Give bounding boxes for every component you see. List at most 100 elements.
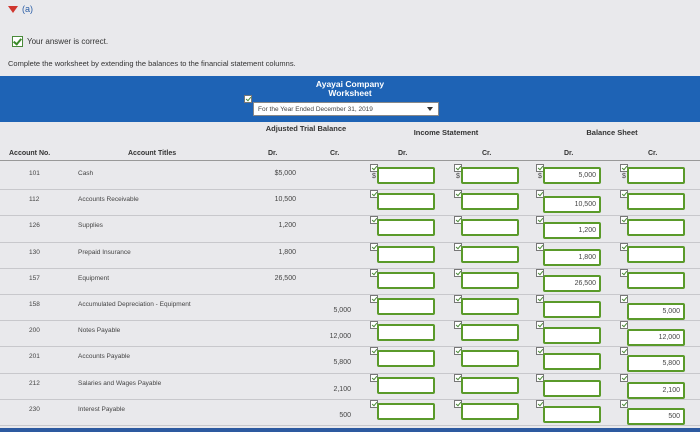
period-value: For the Year Ended December 31, 2019 [258,105,373,113]
is-cr-header: Cr. [482,150,492,157]
bs-cr-input[interactable]: 5,800 [627,355,685,373]
adjusted-trial-balance-header: Adjusted Trial Balance [265,124,347,133]
is-dr-input[interactable] [377,376,435,394]
account-title: Equipment [78,274,110,282]
atb-dr-header: Dr. [268,150,278,157]
row-divider [0,425,700,426]
dollar-sign: $ [372,173,376,180]
dollar-sign: $ [538,173,542,180]
bs-dr-input[interactable]: 10,500 [543,196,601,214]
is-cr-input[interactable] [461,245,519,263]
row-divider [0,189,700,191]
correct-check-icon [620,321,628,330]
account-no: 201 [29,353,40,361]
atb-dr-value: 1,200 [278,222,296,230]
is-dr-input[interactable] [377,271,435,289]
account-no: 126 [29,222,40,230]
is-cr-input[interactable] [461,324,519,342]
correct-check-icon [536,321,544,330]
bs-cr-input[interactable]: 500 [627,407,685,425]
status-text: Your answer is correct. [27,37,109,46]
dropdown-arrow-icon [427,107,433,111]
is-dr-input[interactable] [377,193,435,211]
balance-sheet-header: Balance Sheet [586,128,638,137]
account-title: Supplies [78,222,103,230]
is-cr-input[interactable] [461,193,519,211]
bs-cr-input[interactable]: 12,000 [627,329,685,347]
bs-dr-input[interactable] [543,379,601,397]
row-divider [0,215,700,217]
correct-check-icon [620,373,628,382]
bs-dr-input[interactable]: 1,200 [543,222,601,240]
correct-check-icon [620,347,628,356]
atb-cr-value: 5,800 [333,359,351,367]
account-no: 112 [29,196,40,204]
is-dr-input[interactable] [377,219,435,237]
correct-check-icon [536,373,544,382]
is-dr-input[interactable] [377,167,435,184]
is-cr-input[interactable] [461,298,519,315]
is-cr-input[interactable] [461,350,519,368]
worksheet-heading: Ayayai Company Worksheet [0,80,700,98]
atb-cr-header: Cr. [330,150,340,157]
account-no-header: Account No. [9,150,51,157]
is-cr-input[interactable] [461,271,519,289]
account-title: Accounts Receivable [78,196,139,204]
account-no: 212 [29,379,40,387]
account-no: 157 [29,274,40,282]
account-title: Cash [78,170,94,177]
bs-dr-input[interactable]: 1,800 [543,248,601,266]
bs-cr-input[interactable]: 5,000 [627,303,685,320]
row-divider [0,372,700,374]
company-name: Ayayai Company [315,79,385,89]
bs-cr-input[interactable] [627,167,685,184]
correct-check-icon [536,190,544,199]
correct-check-icon [620,399,628,408]
bs-cr-input[interactable] [627,245,685,263]
account-title: Notes Payable [78,327,121,335]
row-divider [0,398,700,400]
account-title: Accumulated Depreciation - Equipment [78,301,191,308]
atb-dr-value: 26,500 [274,274,296,282]
row-divider [0,294,700,295]
period-check-icon [244,95,252,103]
bs-dr-input[interactable] [543,353,601,371]
is-dr-input[interactable] [377,402,435,420]
is-cr-input[interactable] [461,402,519,420]
income-statement-header: Income Statement [413,128,479,137]
row-divider [0,346,700,348]
instruction-text: Complete the worksheet by extending the … [8,59,296,68]
correct-check-icon [536,242,544,251]
bs-dr-input[interactable] [543,327,601,345]
bs-dr-input[interactable]: 26,500 [543,274,601,292]
atb-dr-value: 1,800 [278,248,296,256]
atb-dr-value: 10,500 [274,196,296,204]
bs-cr-input[interactable] [627,193,685,211]
account-title: Prepaid Insurance [78,248,131,256]
bs-cr-input[interactable]: 2,100 [627,381,685,399]
correct-check-icon [12,36,23,47]
bs-dr-input[interactable]: 5,000 [543,167,601,184]
account-title: Interest Payable [78,405,125,413]
correct-check-icon [536,216,544,225]
bottom-bar [0,428,700,432]
is-cr-input[interactable] [461,167,519,184]
worksheet-title: Worksheet [328,88,372,98]
correct-check-icon [536,268,544,277]
is-cr-input[interactable] [461,219,519,237]
is-dr-input[interactable] [377,245,435,263]
bs-cr-input[interactable] [627,271,685,289]
part-a-toggle[interactable]: (a) [8,4,33,14]
is-dr-input[interactable] [377,324,435,342]
account-title: Accounts Payable [78,353,131,361]
bs-cr-input[interactable] [627,219,685,237]
is-cr-input[interactable] [461,376,519,394]
atb-dr-value: $5,000 [274,170,296,177]
is-dr-input[interactable] [377,298,435,315]
period-select[interactable]: For the Year Ended December 31, 2019 [253,102,439,116]
bs-dr-input[interactable] [543,301,601,318]
correct-check-icon [536,295,544,303]
is-dr-input[interactable] [377,350,435,368]
bs-dr-input[interactable] [543,405,601,423]
dollar-sign: $ [622,173,626,180]
